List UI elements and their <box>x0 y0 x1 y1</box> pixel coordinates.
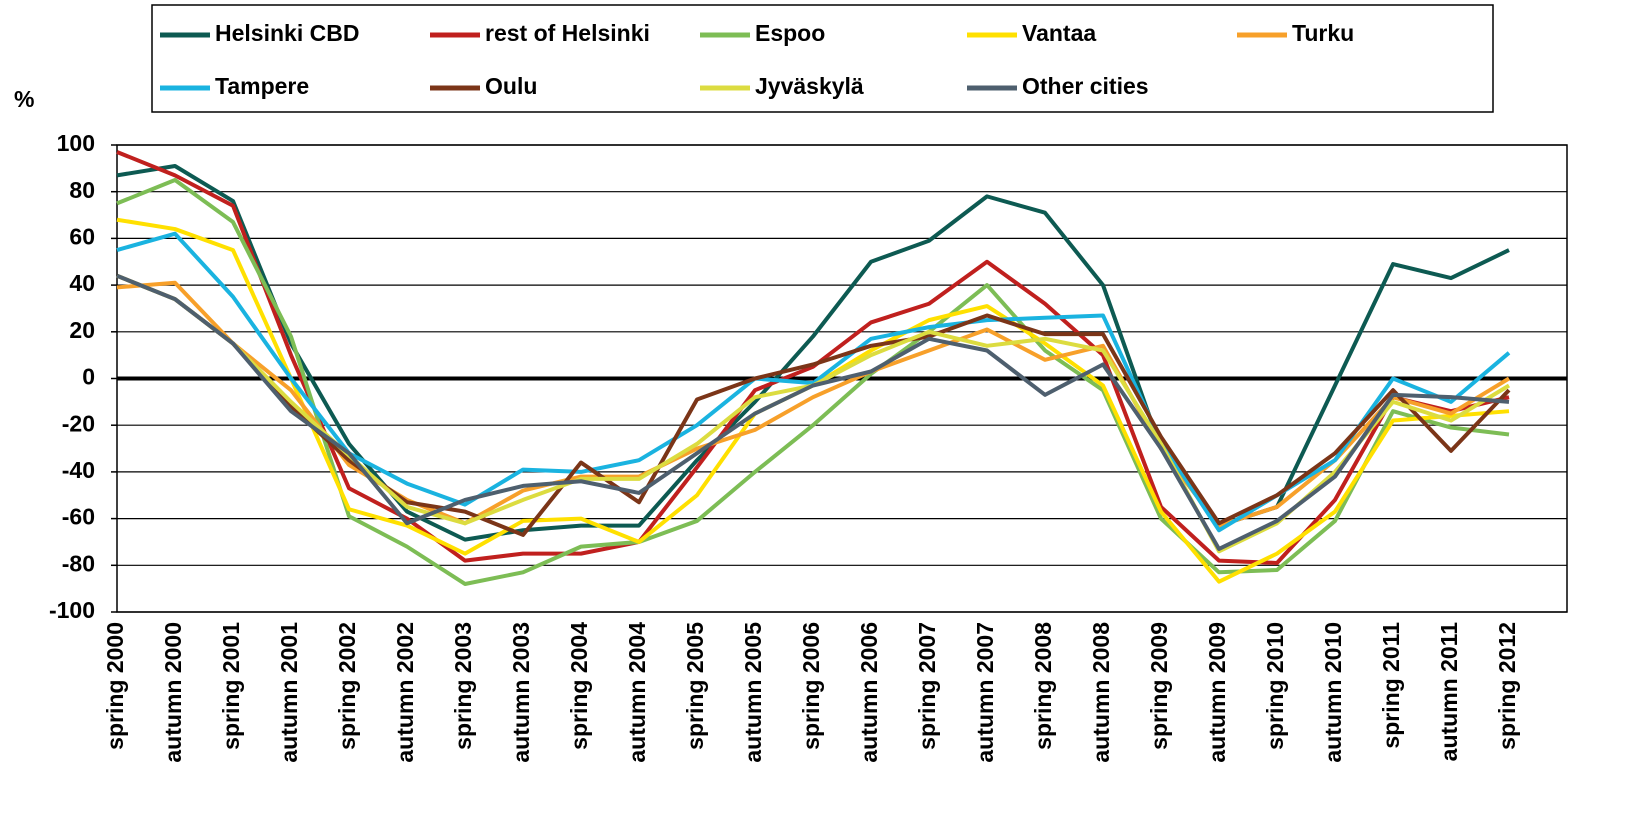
y-tick-label: -20 <box>62 410 95 436</box>
x-tick-label: autumn 2007 <box>972 622 998 763</box>
x-tick-label: spring 2005 <box>682 622 708 750</box>
x-tick-label: spring 2011 <box>1378 622 1404 749</box>
y-tick-label: 80 <box>69 177 95 203</box>
series-line <box>116 280 1511 528</box>
y-tick-label: 0 <box>82 364 95 390</box>
legend-label: Jyväskylä <box>755 73 864 99</box>
legend-label: Helsinki CBD <box>215 20 359 46</box>
x-tick-label: spring 2004 <box>566 622 592 750</box>
y-tick-label: -40 <box>62 457 95 483</box>
x-tick-label: spring 2000 <box>102 622 128 750</box>
x-tick-label: autumn 2001 <box>276 622 302 763</box>
x-tick-label: autumn 2002 <box>392 622 418 763</box>
x-tick-label: spring 2006 <box>798 622 824 750</box>
legend-label: Other cities <box>1022 73 1149 99</box>
x-tick-label: autumn 2003 <box>508 622 534 763</box>
y-tick-label: 20 <box>69 317 95 343</box>
y-tick-label: 100 <box>57 130 95 156</box>
y-tick-label: -100 <box>49 597 95 623</box>
y-tick-label: -60 <box>62 504 95 530</box>
y-axis-label: % <box>14 86 34 112</box>
x-tick-label: autumn 2009 <box>1204 622 1230 763</box>
x-tick-label: spring 2001 <box>218 622 244 750</box>
series-line <box>116 150 1510 565</box>
x-tick-label: autumn 2005 <box>740 622 766 763</box>
legend-label: rest of Helsinki <box>485 20 650 46</box>
legend-label: Oulu <box>485 73 537 99</box>
series-line <box>116 273 1511 537</box>
x-tick-label: spring 2007 <box>914 622 940 750</box>
y-tick-label: 60 <box>69 223 95 249</box>
x-tick-label: autumn 2010 <box>1320 622 1346 763</box>
legend-label: Vantaa <box>1022 20 1096 46</box>
x-tick-label: spring 2012 <box>1494 622 1520 750</box>
x-tick-label: autumn 2006 <box>856 622 882 763</box>
x-tick-label: spring 2002 <box>334 622 360 750</box>
legend-box <box>151 4 1494 113</box>
legend-label: Espoo <box>755 20 825 46</box>
x-tick-label: autumn 2004 <box>624 622 650 763</box>
x-tick-label: spring 2009 <box>1146 622 1172 750</box>
y-tick-label: 40 <box>69 270 95 296</box>
series-line <box>116 178 1510 586</box>
series-line <box>116 273 1510 551</box>
legend-label: Turku <box>1292 20 1354 46</box>
x-tick-label: autumn 2008 <box>1088 622 1114 763</box>
legend-label: Tampere <box>215 73 309 99</box>
x-tick-label: spring 2008 <box>1030 622 1056 750</box>
x-tick-label: autumn 2011 <box>1436 622 1462 762</box>
x-tick-label: spring 2010 <box>1262 622 1288 750</box>
y-tick-label: -80 <box>62 550 95 576</box>
x-tick-label: autumn 2000 <box>160 622 186 763</box>
x-tick-label: spring 2003 <box>450 622 476 750</box>
